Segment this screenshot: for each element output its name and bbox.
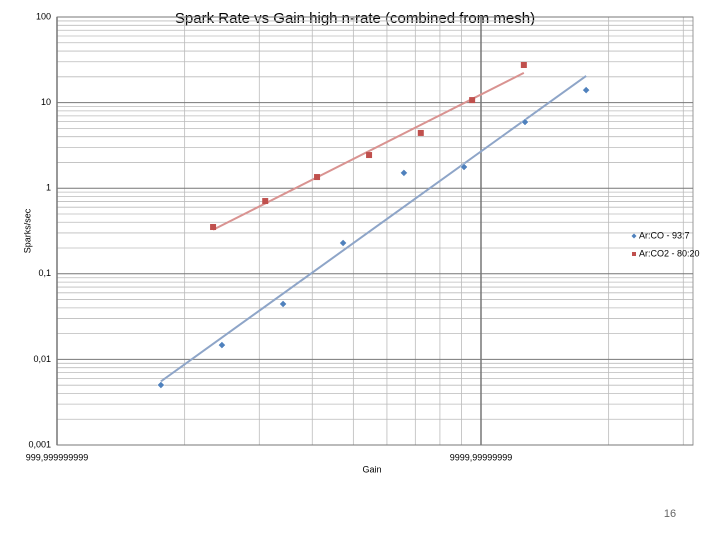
data-point — [582, 86, 590, 94]
y-tick-label: 100 — [36, 11, 51, 21]
x-tick-label: 9999,99999999 — [450, 452, 513, 462]
data-point — [417, 129, 424, 136]
y-tick-label: 0,01 — [33, 354, 51, 364]
data-point — [339, 239, 347, 247]
data-point — [279, 300, 287, 308]
page-number: 16 — [664, 508, 676, 520]
y-tick-label: 1 — [46, 183, 51, 193]
y-tick-label: 10 — [41, 97, 51, 107]
data-point — [218, 341, 226, 349]
data-point — [314, 174, 321, 181]
trendline — [160, 75, 587, 383]
x-axis-label: Gain — [362, 464, 381, 474]
data-point — [469, 97, 476, 104]
data-point — [520, 61, 527, 68]
data-point — [400, 169, 408, 177]
data-point — [460, 163, 468, 171]
legend-marker — [631, 233, 637, 239]
plot-border — [56, 16, 694, 446]
data-point — [366, 152, 373, 159]
data-point — [262, 198, 269, 205]
legend-label: Ar:CO2 - 80:20 — [639, 248, 700, 258]
data-point — [157, 381, 165, 389]
chart-title: Spark Rate vs Gain high n-rate (combined… — [175, 10, 535, 27]
legend-label: Ar:CO - 93:7 — [639, 230, 690, 240]
x-tick-label: 999,999999999 — [26, 452, 89, 462]
data-point — [210, 224, 217, 231]
y-tick-label: 0,001 — [28, 439, 51, 449]
y-axis-label: Sparks/sec — [22, 208, 32, 253]
y-tick-label: 0,1 — [38, 268, 51, 278]
data-point — [521, 118, 529, 126]
legend-marker — [632, 252, 636, 256]
